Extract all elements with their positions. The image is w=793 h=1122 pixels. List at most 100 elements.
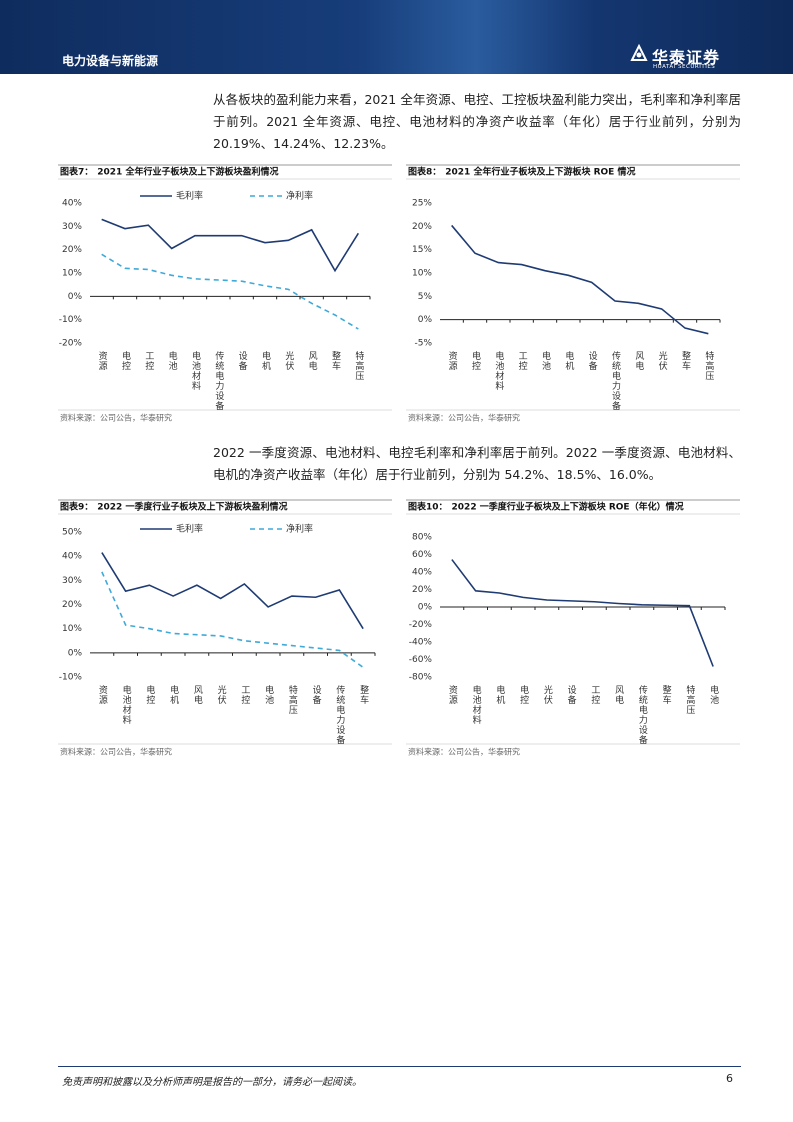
x-tick-label: 整车: [358, 684, 369, 705]
legend-label: 净利率: [286, 523, 313, 535]
x-tick-label: 特高压: [684, 684, 695, 715]
series-line: [101, 571, 364, 668]
y-tick-label: -10%: [59, 673, 83, 683]
y-tick-label: 0%: [68, 648, 83, 658]
chart-source: 资料来源：公司公告，华泰研究: [408, 747, 520, 757]
brand-name-en: HUATAI SECURITIES: [653, 64, 716, 70]
y-tick-label: 0%: [418, 315, 433, 325]
chart-label: 图表9：: [60, 501, 93, 513]
x-tick-label: 电池材料: [190, 350, 201, 391]
disclaimer: 免责声明和披露以及分析师声明是报告的一部分，请务必一起阅读。: [62, 1077, 362, 1088]
charts: 图表7： 2021 全年行业子板块及上下游板块盈利情况资料来源：公司公告，华泰研究…: [58, 164, 740, 757]
x-tick-label: 传统电力设备: [213, 350, 224, 411]
x-tick-label: 电池材料: [471, 684, 482, 725]
y-tick-label: 20%: [62, 245, 82, 255]
x-tick-label: 电池: [263, 684, 274, 705]
x-tick-label: 电池: [540, 350, 551, 371]
x-tick-label: 工控: [239, 685, 250, 705]
brand-name: 华泰证券: [652, 48, 721, 67]
chart-title: 2022 一季度行业子板块及上下游板块 ROE（年化）情况: [452, 501, 684, 513]
brand-logo: [630, 44, 648, 61]
y-tick-label: 20%: [412, 585, 432, 595]
x-tick-label: 整车: [330, 350, 341, 371]
logo-shape: [630, 44, 648, 61]
y-tick-label: -80%: [409, 673, 433, 683]
x-tick-label: 电机: [494, 684, 505, 705]
x-tick-label: 光伏: [657, 350, 668, 371]
section-name: 电力设备与新能源: [62, 54, 159, 68]
legend-label: 净利率: [286, 190, 313, 202]
series-line: [101, 218, 360, 273]
y-tick-label: -20%: [409, 620, 433, 630]
x-tick-label: 资源: [447, 685, 458, 705]
x-tick-label: 特高压: [353, 350, 364, 381]
y-tick-label: 40%: [412, 568, 432, 578]
chart-source: 资料来源：公司公告，华泰研究: [60, 747, 172, 757]
x-tick-label: 特高压: [703, 350, 714, 381]
x-tick-label: 工控: [517, 351, 528, 371]
y-tick-label: 20%: [412, 222, 432, 232]
x-tick-label: 光伏: [216, 684, 227, 705]
x-tick-label: 电控: [470, 350, 481, 371]
y-tick-label: 0%: [68, 292, 83, 302]
y-tick-label: 50%: [62, 528, 82, 538]
x-tick-label: 设备: [311, 685, 322, 705]
logo-dot: [636, 52, 642, 58]
chart-title: 2021 全年行业子板块及上下游板块盈利情况: [97, 166, 278, 178]
y-tick-label: 5%: [418, 292, 433, 302]
legend-label: 毛利率: [176, 523, 203, 535]
x-tick-label: 资源: [97, 685, 108, 705]
y-tick-label: -10%: [59, 315, 83, 325]
y-tick-label: -60%: [409, 655, 433, 665]
chart-title: 2021 全年行业子板块及上下游板块 ROE 情况: [445, 166, 635, 178]
x-tick-label: 风电: [613, 685, 624, 705]
x-tick-label: 风电: [192, 685, 203, 705]
x-tick-label: 工控: [589, 685, 600, 705]
x-tick-label: 电池材料: [493, 350, 504, 391]
series-line: [101, 253, 359, 330]
y-tick-label: 80%: [412, 533, 432, 543]
paragraph: 从各板块的盈利能力来看，2021 全年资源、电控、工控板块盈利能力突出，毛利率和…: [213, 92, 741, 151]
y-tick-label: -5%: [414, 339, 432, 349]
y-tick-label: 20%: [62, 600, 82, 610]
x-tick-label: 整车: [680, 350, 691, 371]
x-tick-label: 风电: [307, 351, 318, 371]
x-tick-label: 传统电力设备: [637, 684, 648, 745]
chart-source: 资料来源：公司公告，华泰研究: [60, 413, 172, 423]
x-tick-label: 传统电力设备: [334, 684, 345, 745]
chart-label: 图表7：: [60, 166, 93, 178]
y-tick-label: 40%: [62, 552, 82, 562]
y-tick-label: 10%: [62, 624, 82, 634]
y-tick-label: 40%: [62, 199, 82, 209]
x-tick-label: 光伏: [283, 350, 294, 371]
x-tick-label: 整车: [661, 684, 672, 705]
x-tick-label: 设备: [237, 351, 248, 371]
y-tick-label: 15%: [412, 245, 432, 255]
x-tick-label: 资源: [97, 351, 108, 371]
series-line: [101, 552, 364, 630]
y-tick-label: 60%: [412, 550, 432, 560]
x-tick-label: 电池材料: [121, 684, 132, 725]
paragraph: 2022 一季度资源、电池材料、电控毛利率和净利率居于前列。2022 一季度资源…: [213, 445, 741, 482]
x-tick-label: 特高压: [287, 684, 298, 715]
y-tick-label: 25%: [412, 199, 432, 209]
x-tick-label: 电机: [260, 350, 271, 371]
x-tick-label: 风电: [633, 351, 644, 371]
y-tick-label: 30%: [62, 576, 82, 586]
page-number: 6: [726, 1072, 733, 1085]
x-tick-label: 电控: [144, 684, 155, 705]
x-tick-label: 电控: [120, 350, 131, 371]
y-tick-label: -40%: [409, 638, 433, 648]
y-tick-label: 0%: [418, 603, 433, 613]
chart-title: 2022 一季度行业子板块及上下游板块盈利情况: [97, 501, 287, 513]
x-tick-label: 工控: [143, 351, 154, 371]
chart-label: 图表10：: [408, 501, 448, 513]
x-tick-label: 电机: [563, 350, 574, 371]
x-tick-label: 电机: [168, 684, 179, 705]
x-tick-label: 电控: [518, 684, 529, 705]
header-banner: [0, 0, 793, 74]
x-tick-label: 设备: [587, 351, 598, 371]
x-tick-label: 资源: [447, 351, 458, 371]
x-tick-label: 电池: [708, 684, 719, 705]
y-tick-label: 10%: [62, 269, 82, 279]
